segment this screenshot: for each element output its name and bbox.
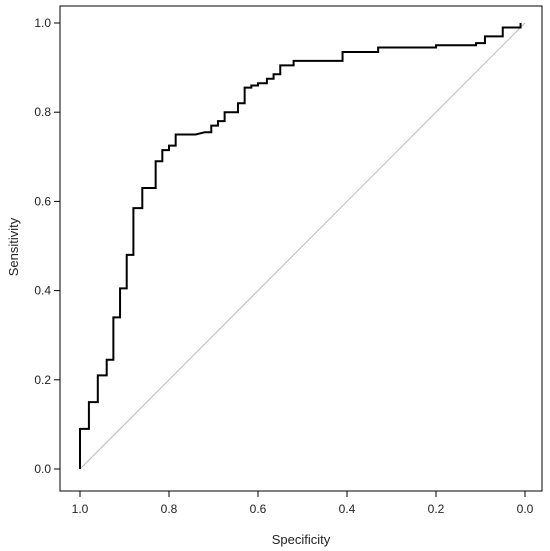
- x-axis: 1.0 0.8 0.6 0.4 0.2 0.0: [72, 490, 534, 516]
- y-tick-label: 1.0: [34, 16, 51, 30]
- roc-curve-line: [79, 23, 522, 469]
- x-tick-label: 0.0: [517, 502, 534, 516]
- x-tick-label: 1.0: [72, 502, 89, 516]
- x-axis-title: Specificity: [272, 532, 331, 547]
- x-tick-label: 0.4: [339, 502, 356, 516]
- y-tick-label: 0.6: [34, 194, 51, 208]
- y-axis: 0.0 0.2 0.4 0.6 0.8 1.0: [34, 16, 61, 476]
- reference-diagonal-line: [79, 22, 526, 470]
- x-tick-label: 0.2: [428, 502, 445, 516]
- y-axis-title: Sensitivity: [6, 217, 21, 276]
- y-tick-label: 0.8: [34, 105, 51, 119]
- y-tick-label: 0.0: [34, 462, 51, 476]
- y-tick-label: 0.2: [34, 373, 51, 387]
- series-layer: [79, 22, 526, 470]
- x-tick-label: 0.6: [250, 502, 267, 516]
- y-tick-label: 0.4: [34, 284, 51, 298]
- x-tick-label: 0.8: [161, 502, 178, 516]
